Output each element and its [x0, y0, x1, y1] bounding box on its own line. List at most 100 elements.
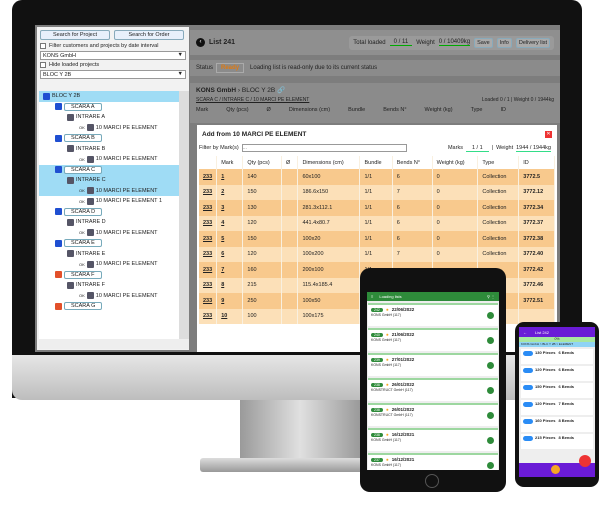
tree-node[interactable]: OK 10 MARCI PE ELEMENT: [39, 228, 179, 239]
mark-card[interactable]: 160 Pieces 8 Bends: [521, 417, 593, 432]
order-cell[interactable]: 233: [199, 184, 218, 200]
open-list-icon[interactable]: [487, 312, 494, 319]
column-header[interactable]: Dimensions (cm): [297, 156, 361, 169]
tree-node[interactable]: OK 10 MARCI PE ELEMENT: [39, 154, 179, 165]
mark-link[interactable]: 9: [216, 293, 244, 309]
mark-card[interactable]: 150 Pieces 6 Bends: [521, 383, 593, 398]
order-cell[interactable]: 233: [199, 200, 218, 216]
open-list-icon[interactable]: [487, 362, 494, 369]
loading-list-card[interactable]: 240 ✹ 21/06/2022 KONS GmbH (117): [368, 328, 498, 351]
breadcrumb-customer[interactable]: KONS GmbH: [196, 87, 237, 94]
tree-node[interactable]: SCARA D: [39, 207, 179, 218]
table-row[interactable]: 233 1 140 60x100 1/1 6 0 Collection 3772.5: [199, 169, 555, 185]
table-row[interactable]: 233 3 130 281.3x112.1 1/1 6 0 Collection 3772.34: [199, 200, 555, 216]
mark-link[interactable]: 2: [216, 184, 244, 200]
table-row[interactable]: 233 6 120 100x200 1/1 7 0 Collection 3772.40: [199, 246, 555, 262]
project-select[interactable]: BLOC Y 2B ▼: [40, 70, 186, 79]
tree-horizontal-scrollbar[interactable]: [39, 339, 189, 349]
tree-node[interactable]: OK 10 MARCI PE ELEMENT 1: [39, 196, 179, 207]
home-button[interactable]: [425, 474, 439, 488]
mark-card[interactable]: 120 Pieces 6 Bends: [521, 366, 593, 381]
breadcrumb-project[interactable]: BLOC Y 2B: [241, 87, 276, 94]
tree-node[interactable]: SCARA E: [39, 238, 179, 249]
tree-node[interactable]: SCARA F: [39, 270, 179, 281]
search-order-button[interactable]: Search for Order: [114, 30, 184, 40]
filter-date-checkbox[interactable]: [40, 43, 46, 49]
column-header[interactable]: Mark: [216, 156, 244, 169]
tree-node[interactable]: INTRARE E: [39, 249, 179, 260]
mark-link[interactable]: 5: [216, 231, 244, 247]
loading-list-card[interactable]: 239 ✹ 27/01/2022 KONS GmbH (117): [368, 353, 498, 376]
select-all-checkbox[interactable]: [199, 156, 218, 169]
order-cell[interactable]: 233: [199, 169, 218, 185]
close-fab-icon[interactable]: [579, 455, 591, 467]
column-header[interactable]: Ø: [281, 156, 299, 169]
open-list-icon[interactable]: [487, 337, 494, 344]
tree-node[interactable]: INTRARE B: [39, 144, 179, 155]
loading-list-card[interactable]: 242 ✹ 22/06/2022 KONS GmbH (117): [368, 303, 498, 326]
mark-link[interactable]: 10: [216, 308, 244, 324]
mark-link[interactable]: 4: [216, 215, 244, 231]
mark-link[interactable]: 6: [216, 246, 244, 262]
tree-node[interactable]: OK 10 MARCI PE ELEMENT: [39, 259, 179, 270]
save-button[interactable]: Save: [474, 37, 493, 48]
order-cell[interactable]: 233: [199, 308, 218, 324]
open-list-icon[interactable]: [487, 437, 494, 444]
mark-link[interactable]: 8: [216, 277, 244, 293]
tree-node[interactable]: SCARA A: [39, 102, 179, 113]
order-cell[interactable]: 233: [199, 293, 218, 309]
column-header[interactable]: Bends N°: [392, 156, 433, 169]
customer-select[interactable]: KONS GmbH ▼: [40, 51, 186, 60]
column-header[interactable]: Type: [477, 156, 520, 169]
filter-marks-input[interactable]: [241, 144, 407, 152]
search-project-button[interactable]: Search for Project: [40, 30, 110, 40]
loading-list-card[interactable]: 238 ✹ 16/12/2021 KONS GmbH (117): [368, 428, 498, 451]
order-cell[interactable]: 233: [199, 246, 218, 262]
info-button[interactable]: Info: [496, 37, 512, 48]
hide-loaded-checkbox[interactable]: [40, 62, 46, 68]
mark-link[interactable]: 1: [216, 169, 244, 185]
column-header[interactable]: Bundle: [359, 156, 393, 169]
order-cell[interactable]: 233: [199, 215, 218, 231]
tree-node[interactable]: INTRARE D: [39, 217, 179, 228]
breadcrumb-path[interactable]: SCARA C / INTRARE C / 10 MARCI PE ELEMEN…: [196, 97, 310, 103]
table-row[interactable]: 233 4 120 441.4x80.7 1/1 6 0 Collection 3772.37: [199, 215, 555, 231]
tree-node[interactable]: INTRARE A: [39, 112, 179, 123]
tree-node[interactable]: OK 10 MARCI PE ELEMENT: [39, 185, 179, 196]
mark-link[interactable]: 7: [216, 262, 244, 278]
tree-node[interactable]: OK 10 MARCI PE ELEMENT: [39, 123, 179, 134]
tree-node[interactable]: BLOC Y 2B: [39, 91, 179, 102]
loading-list-card[interactable]: 237 ✹ 16/12/2021 KONS GmbH (117): [368, 453, 498, 470]
tree-vertical-scrollbar[interactable]: [179, 91, 189, 339]
close-icon[interactable]: ✕: [545, 131, 552, 138]
tree-node[interactable]: INTRARE C: [39, 175, 179, 186]
column-header[interactable]: Qty (pcs): [242, 156, 283, 169]
open-list-icon[interactable]: [487, 462, 494, 469]
table-row[interactable]: 233 5 150 100x20 1/1 6 0 Collection 3772.38: [199, 231, 555, 247]
open-list-icon[interactable]: [487, 412, 494, 419]
mark-card[interactable]: 215 Pieces 8 Bends: [521, 434, 593, 449]
back-icon[interactable]: ‹: [196, 38, 205, 47]
menu-icon[interactable]: ≡: [371, 294, 374, 299]
tree-node[interactable]: SCARA G: [39, 301, 179, 312]
table-row[interactable]: 233 2 150 186.6x150 1/1 7 0 Collection 3772.12: [199, 184, 555, 200]
column-header[interactable]: Weight (kg): [432, 156, 479, 169]
back-icon[interactable]: ←: [523, 329, 527, 335]
order-cell[interactable]: 233: [199, 231, 218, 247]
loading-list-card[interactable]: 238 ✹ 26/01/2022 KONSTRUCT GmbH (117): [368, 378, 498, 401]
order-cell[interactable]: 233: [199, 262, 218, 278]
tree-node[interactable]: OK 10 MARCI PE ELEMENT: [39, 291, 179, 302]
scan-fab-icon[interactable]: [551, 465, 560, 474]
mark-card[interactable]: 130 Pieces 6 Bends: [521, 349, 593, 364]
tree-node[interactable]: SCARA B: [39, 133, 179, 144]
mark-link[interactable]: 3: [216, 200, 244, 216]
tree-node[interactable]: SCARA C: [39, 164, 179, 175]
mark-card[interactable]: 120 Pieces 7 Bends: [521, 400, 593, 415]
tree-node[interactable]: INTRARE F: [39, 280, 179, 291]
loading-list-card[interactable]: 238 ✹ 26/01/2022 KONSTRUCT GmbH (117): [368, 403, 498, 426]
link-icon[interactable]: 🔗: [277, 87, 286, 94]
open-list-icon[interactable]: [487, 387, 494, 394]
delivery-list-button[interactable]: Delivery list: [515, 37, 550, 48]
order-cell[interactable]: 233: [199, 277, 218, 293]
search-icon[interactable]: ⚲ ⋮: [486, 294, 495, 299]
